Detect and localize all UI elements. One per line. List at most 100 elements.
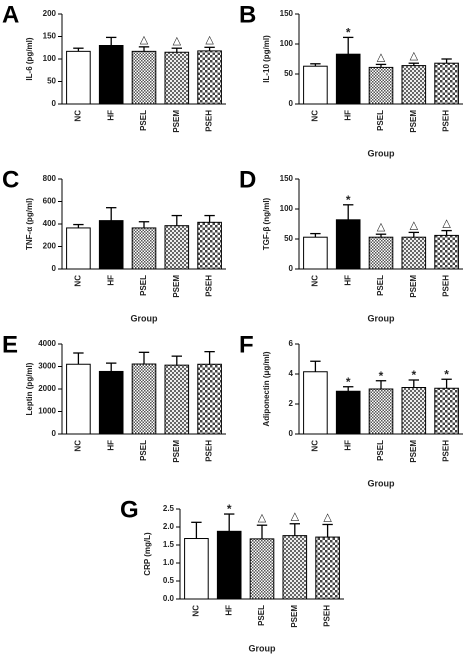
bar — [164, 225, 190, 270]
x-tick-label: PSEL — [139, 440, 148, 461]
significance-mark: * — [411, 368, 416, 382]
x-tick-label: PSEH — [442, 440, 451, 462]
significance-mark: △ — [173, 35, 182, 47]
x-tick-label: NC — [311, 275, 320, 287]
bar — [197, 221, 222, 270]
significance-mark: △ — [258, 512, 267, 524]
x-tick-label: PSEM — [172, 440, 181, 463]
bar — [66, 363, 91, 435]
y-tick-label: 400 — [43, 219, 57, 228]
bar — [66, 50, 91, 105]
x-tick-label: HF — [106, 440, 115, 451]
bar — [131, 50, 157, 105]
bar — [368, 388, 394, 435]
y-axis-label: Leptin (pg/ml) — [25, 362, 34, 415]
bar — [335, 390, 361, 435]
panel: G CRP (mg/L) Group 0.0 0.5 1.0 1.5 2.0 2.5 NC * HF △… — [120, 496, 344, 653]
significance-mark: * — [346, 26, 351, 40]
y-tick-label: 1000 — [38, 407, 56, 416]
bar — [131, 363, 157, 435]
y-tick-label: 150 — [280, 174, 294, 183]
x-tick-label: PSEM — [409, 440, 418, 463]
panel: B IL-10 (pg/ml) Group 0 50 100 150 NC * HF △ PSEL △ P… — [239, 1, 463, 158]
significance-mark: * — [346, 193, 351, 207]
y-tick-label: 0 — [52, 264, 57, 273]
bar — [303, 371, 328, 435]
panel-letter: C — [2, 166, 19, 193]
y-tick-label: 3000 — [38, 362, 56, 371]
x-tick-label: NC — [311, 110, 320, 122]
significance-mark: △ — [377, 51, 386, 63]
y-tick-label: 0 — [289, 99, 294, 108]
y-tick-label: 50 — [284, 69, 293, 78]
significance-mark: △ — [323, 511, 332, 523]
y-tick-label: 1.5 — [163, 540, 175, 549]
y-tick-label: 2 — [289, 399, 294, 408]
y-axis-label: CRP (mg/L) — [143, 532, 152, 576]
x-tick-label: NC — [74, 275, 83, 287]
panel-letter: G — [120, 496, 139, 523]
bar — [315, 536, 340, 600]
bar — [131, 227, 157, 270]
x-axis-label: Group — [368, 478, 395, 488]
x-tick-label: PSEM — [409, 275, 418, 298]
panel: D TGF-β (ng/ml) Group 0 50 100 150 NC * HF △ PSEL △ P… — [239, 166, 463, 323]
y-tick-label: 2.5 — [163, 504, 175, 513]
panel-letter: E — [2, 331, 18, 358]
x-tick-label: NC — [311, 440, 320, 452]
panel-letter: B — [239, 1, 256, 28]
x-tick-label: PSEH — [442, 110, 451, 132]
x-tick-label: HF — [343, 275, 352, 286]
x-tick-label: HF — [343, 110, 352, 121]
bar — [164, 364, 190, 435]
y-tick-label: 150 — [280, 9, 294, 18]
y-tick-label: 50 — [284, 234, 293, 243]
y-tick-label: 0 — [52, 429, 57, 438]
bar — [303, 65, 328, 105]
bar — [98, 220, 124, 270]
bar — [282, 535, 308, 600]
bar — [434, 62, 459, 105]
bar — [401, 236, 427, 270]
bar — [401, 65, 427, 105]
significance-mark: * — [444, 367, 449, 381]
x-tick-label: PSEM — [172, 275, 181, 298]
significance-mark: * — [346, 375, 351, 389]
x-tick-label: PSEM — [290, 605, 299, 628]
x-axis-label: Group — [368, 148, 395, 158]
panel: A IL-6 (pg/ml) 0 50 100 150 200 NC HF △ PSEL △ PSEM △… — [2, 1, 226, 133]
x-axis-label: Group — [368, 313, 395, 323]
bar — [249, 538, 275, 600]
y-tick-label: 4000 — [38, 339, 56, 348]
bar — [368, 66, 394, 105]
y-tick-label: 600 — [43, 197, 57, 206]
y-tick-label: 150 — [43, 32, 57, 41]
bar — [98, 370, 124, 435]
x-tick-label: NC — [74, 110, 83, 122]
x-axis-label: Group — [249, 643, 276, 653]
y-tick-label: 1.0 — [163, 558, 175, 567]
y-tick-label: 0.5 — [163, 576, 175, 585]
x-tick-label: PSEL — [376, 440, 385, 461]
panel: E Leptin (pg/ml) 0 1000 2000 3000 4000 NC HF PSEL… — [2, 331, 226, 463]
bar — [368, 236, 394, 270]
bar — [98, 45, 124, 105]
panel-letter: A — [2, 1, 19, 28]
significance-mark: △ — [410, 219, 419, 231]
significance-mark: * — [227, 502, 232, 516]
x-tick-label: PSEH — [442, 275, 451, 297]
y-tick-label: 0 — [289, 264, 294, 273]
x-tick-label: HF — [106, 275, 115, 286]
x-tick-label: PSEH — [205, 440, 214, 462]
bar — [434, 387, 459, 435]
x-tick-label: NC — [192, 605, 201, 617]
x-tick-label: PSEL — [139, 275, 148, 296]
bar — [184, 538, 209, 600]
y-tick-label: 100 — [43, 54, 57, 63]
significance-mark: △ — [442, 218, 451, 230]
y-tick-label: 0 — [289, 429, 294, 438]
panel-letter: D — [239, 166, 256, 193]
y-tick-label: 100 — [280, 204, 294, 213]
x-tick-label: PSEH — [323, 605, 332, 627]
